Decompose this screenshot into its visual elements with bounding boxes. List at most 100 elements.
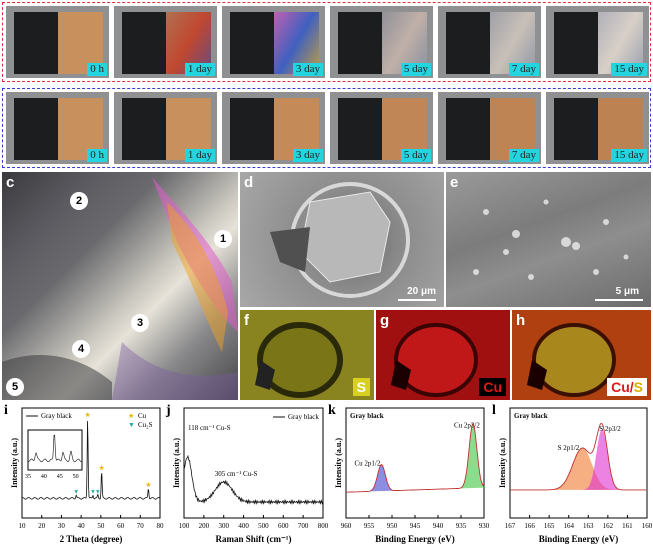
panel-d-sem: d 20 μm: [240, 172, 444, 307]
x-tick-label: 955: [364, 522, 375, 530]
dark-sample: [554, 12, 599, 74]
x-tick-label: 161: [622, 522, 633, 530]
time-tag: 5 day: [400, 63, 431, 76]
x-tick-label: 600: [278, 522, 289, 530]
dark-sample: [446, 98, 491, 160]
x-tick-label: 70: [137, 522, 145, 530]
x-tick-label: 165: [544, 522, 555, 530]
marker-1: 1: [214, 230, 232, 248]
time-tag: 15 day: [611, 63, 647, 76]
panel-e-sem: e 5 μm: [446, 172, 651, 307]
annotation-305: 305 cm⁻¹ Cu-S: [215, 470, 258, 478]
x-tick-label: 100: [179, 522, 190, 530]
legend-marker: ▼: [128, 421, 135, 429]
plot-frame: [509, 407, 648, 519]
photo-b-3: 5 day: [330, 92, 433, 164]
panel-h-element-sep: /: [629, 379, 634, 395]
x-tick-label: 960: [341, 522, 352, 530]
plot-frame: [183, 407, 324, 519]
dark-sample: [338, 98, 383, 160]
dark-sample: [446, 12, 491, 74]
legend-label: Gray black: [41, 412, 72, 420]
peak-fill: [543, 448, 622, 490]
time-tag: 0 h: [87, 149, 107, 162]
peak-fill: [450, 423, 496, 489]
x-tick-label: 400: [238, 522, 249, 530]
dark-sample: [338, 12, 383, 74]
chart-title: Gray black: [350, 412, 384, 420]
panel-label: l: [492, 403, 496, 418]
time-tag: 1 day: [184, 149, 215, 162]
time-tag: 1 day: [184, 63, 215, 76]
x-tick-label: 800: [318, 522, 329, 530]
marker-3: 3: [131, 314, 149, 332]
photo-b-1: 1 day: [114, 92, 217, 164]
xrd-series-line: [21, 420, 161, 500]
panel-g-map: g Cu: [376, 310, 510, 400]
photo-a-2: 3 day: [222, 6, 325, 78]
dark-sample: [122, 98, 167, 160]
raman-series-line: [183, 454, 324, 506]
panel-h-map: h Cu/S: [512, 310, 651, 400]
dark-sample: [230, 98, 275, 160]
x-tick-label: 935: [456, 522, 467, 530]
x-tick-label: 700: [298, 522, 309, 530]
panel-label: i: [4, 403, 8, 418]
x-tick-label: 950: [387, 522, 398, 530]
panel-c-photo: c 1 2 3 4 5: [2, 172, 238, 400]
dark-sample: [14, 98, 59, 160]
peak-label: S 2p1/2: [558, 444, 580, 452]
time-tag: 3 day: [292, 63, 323, 76]
legend-marker: ★: [128, 412, 134, 420]
x-axis-label: Raman Shift (cm⁻¹): [216, 534, 292, 544]
x-axis-label: 2 Theta (degree): [60, 534, 123, 544]
panel-h-element-s: S: [633, 379, 643, 395]
chart-j: j 100 200 300 400 500 600 700 800 Raman Shift (cm…: [165, 403, 329, 544]
x-tick-label: 167: [505, 522, 516, 530]
photo-b-5: 15 day: [546, 92, 649, 164]
x-tick-label: 50: [97, 522, 105, 530]
panel-h-label: h: [516, 312, 526, 329]
xps-envelope: [346, 423, 485, 493]
panel-h-element: Cu/S: [607, 378, 647, 396]
panel-label: j: [165, 403, 171, 418]
dark-sample: [230, 12, 275, 74]
panel-f-element: S: [352, 378, 370, 396]
panel-d-scalebar: [398, 299, 436, 301]
chart-l: l 167 166 165 164 163 162 161 160 Binding Energy …: [492, 403, 653, 544]
xps-envelope: [510, 422, 646, 491]
x-tick-label: 945: [410, 522, 421, 530]
chart-k: k 960 955 950 945 940 935 930 Binding Energy (eV…: [328, 403, 496, 544]
panel-g-element: Cu: [479, 378, 506, 396]
marker-2: 2: [70, 192, 88, 210]
x-tick-label: 20: [38, 522, 46, 530]
y-axis-label: Intensity (a.u.): [498, 438, 507, 488]
panel-e-scalebar: [595, 299, 643, 301]
inset-line: [27, 434, 82, 463]
panel-h-element-cu: Cu: [611, 379, 630, 395]
peak-marker: ★: [99, 464, 105, 472]
x-tick-label: 163: [583, 522, 594, 530]
photo-a-3: 5 day: [330, 6, 433, 78]
chart-i: i 10 20 30 40 50 60 70 80 2 Theta (degree) Intensi…: [4, 403, 164, 544]
peak-marker: ▼: [90, 490, 96, 496]
photo-a-4: 7 day: [438, 6, 541, 78]
photo-b-4: 7 day: [438, 92, 541, 164]
y-axis-label: Intensity (a.u.): [10, 438, 19, 488]
legend-marker-label: Cu: [138, 412, 147, 420]
x-tick-label: 200: [199, 522, 210, 530]
legend-label: Gray black: [288, 413, 319, 421]
marker-5: 5: [6, 378, 24, 396]
peak-label: Cu 2p1/2: [354, 459, 380, 467]
inset-tick-label: 45: [57, 474, 63, 480]
legend-marker-label: Cu₂S: [138, 421, 153, 429]
inset-tick-label: 35: [25, 474, 31, 480]
x-tick-label: 940: [433, 522, 444, 530]
dark-sample: [14, 12, 59, 74]
x-tick-label: 500: [258, 522, 269, 530]
annotation-118: 118 cm⁻¹ Cu-S: [188, 424, 231, 432]
x-tick-label: 160: [642, 522, 653, 530]
time-tag: 5 day: [400, 149, 431, 162]
panel-d-scale-text: 20 μm: [407, 286, 436, 297]
y-axis-label: Intensity (a.u.): [172, 438, 181, 488]
